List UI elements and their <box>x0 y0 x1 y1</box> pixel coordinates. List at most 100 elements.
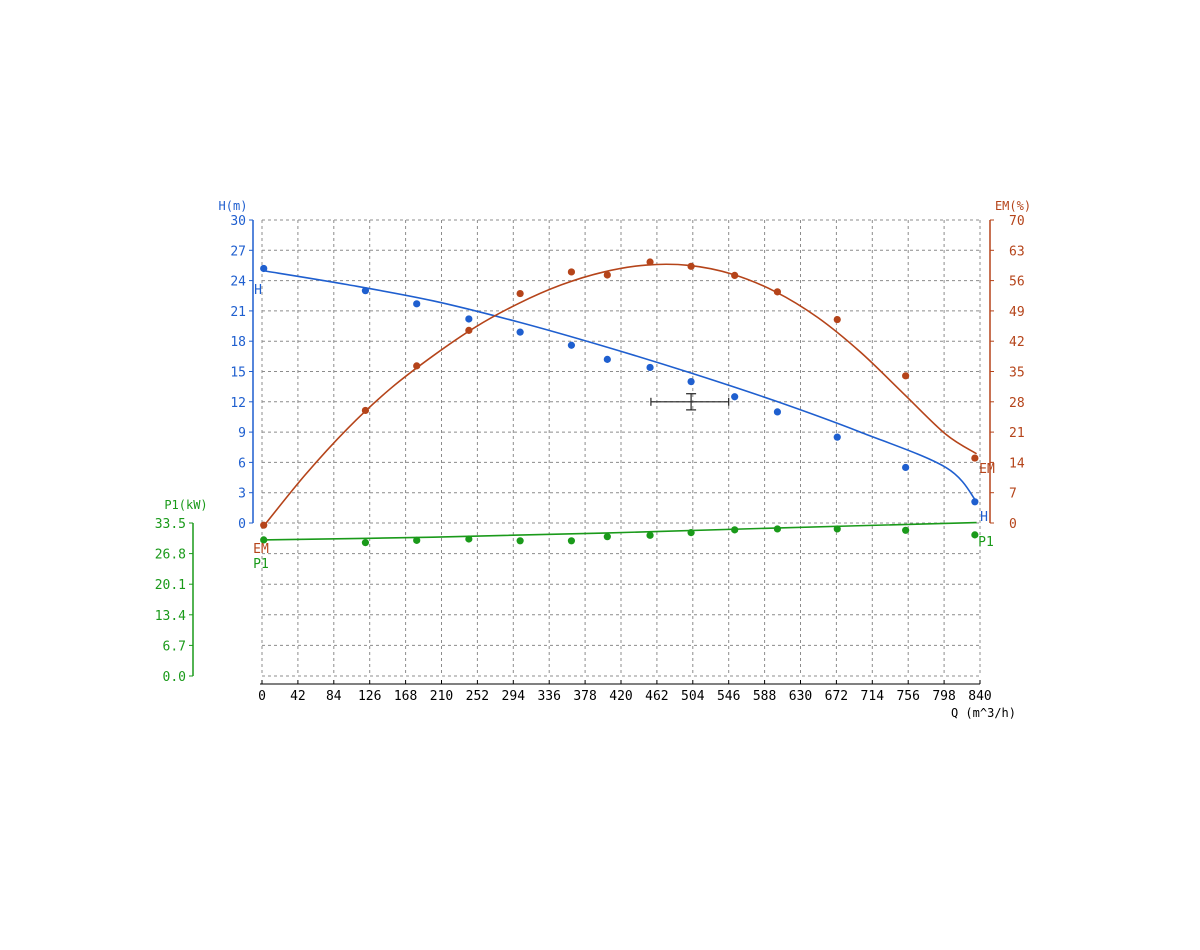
x-tick-label: 462 <box>645 689 668 704</box>
series-line-h <box>261 269 978 503</box>
data-point-p1 <box>361 539 370 547</box>
x-tick-label: 42 <box>290 689 306 704</box>
em-tick-label: 70 <box>1009 214 1025 229</box>
data-point-p1 <box>773 525 782 533</box>
data-point-em <box>902 372 910 380</box>
x-tick-label: 840 <box>968 689 991 704</box>
markers <box>260 258 979 547</box>
x-tick-label: 420 <box>609 689 632 704</box>
p1-tick-label: 0.0 <box>163 670 186 685</box>
data-point-em <box>731 271 739 280</box>
x-tick-label: 252 <box>466 689 489 704</box>
em-tick-label: 14 <box>1009 456 1025 471</box>
x-tick-label: 672 <box>825 689 848 704</box>
x-tick-label: 546 <box>717 689 740 704</box>
x-tick-label: 588 <box>753 689 776 704</box>
curve-label-em-end: EM <box>979 462 995 477</box>
data-point-em <box>773 288 782 296</box>
data-point-p1 <box>646 531 654 539</box>
h-tick-label: 21 <box>230 305 246 320</box>
data-point-p1 <box>971 531 979 539</box>
data-point-h <box>413 300 421 308</box>
curve-label-p1-end: P1 <box>978 535 994 550</box>
h-tick-label: 0 <box>238 517 246 532</box>
em-tick-label: 49 <box>1009 305 1025 320</box>
data-point-p1 <box>687 528 695 537</box>
data-point-em <box>833 315 841 324</box>
data-point-h <box>361 287 370 295</box>
curve-label-h-start: H <box>254 283 262 298</box>
data-point-h <box>773 408 782 416</box>
h-tick-label: 24 <box>230 275 246 290</box>
h-tick-label: 6 <box>238 456 246 471</box>
data-point-p1 <box>516 537 524 545</box>
data-point-em <box>361 406 370 415</box>
data-point-p1 <box>833 525 841 533</box>
x-tick-label: 84 <box>326 689 342 704</box>
p1-axis-label: P1(kW) <box>164 498 207 512</box>
grid <box>261 219 981 677</box>
x-tick-label: 378 <box>573 689 596 704</box>
data-point-em <box>465 326 473 334</box>
h-tick-label: 18 <box>230 335 246 350</box>
em-tick-label: 35 <box>1009 366 1025 381</box>
series-line-em <box>261 263 978 529</box>
h-tick-label: 9 <box>238 426 246 441</box>
data-point-em <box>260 521 268 529</box>
em-tick-label: 21 <box>1009 426 1025 441</box>
data-point-p1 <box>260 536 268 544</box>
data-point-h <box>567 341 576 349</box>
em-tick-label: 7 <box>1009 487 1017 502</box>
data-point-h <box>731 393 739 401</box>
data-point-em <box>567 268 576 276</box>
series-line-p1 <box>261 521 977 541</box>
em-axis-label: EM(%) <box>995 199 1031 213</box>
p1-tick-label: 6.7 <box>163 639 186 654</box>
data-point-h <box>902 463 910 472</box>
data-point-em <box>687 262 695 270</box>
data-point-em <box>516 289 524 298</box>
h-tick-label: 12 <box>230 396 246 411</box>
data-point-h <box>603 355 611 363</box>
data-point-h <box>465 315 473 323</box>
data-point-p1 <box>413 536 421 544</box>
data-point-h <box>516 328 524 336</box>
data-point-em <box>971 454 979 462</box>
data-point-p1 <box>465 535 473 543</box>
data-point-h <box>646 363 654 372</box>
p1-tick-label: 33.5 <box>155 517 186 532</box>
em-tick-label: 56 <box>1009 275 1025 290</box>
data-point-em <box>646 258 654 266</box>
curve-label-p1-start: P1 <box>253 557 269 572</box>
data-point-h <box>971 498 979 506</box>
p1-tick-label: 26.8 <box>155 548 186 563</box>
p1-tick-label: 20.1 <box>155 578 186 593</box>
x-tick-label: 756 <box>896 689 919 704</box>
p1-tick-label: 13.4 <box>155 609 186 624</box>
data-point-p1 <box>567 537 576 545</box>
x-axis-label: Q (m^3/h) <box>951 706 1016 720</box>
data-point-em <box>413 362 421 370</box>
curve-label-em-start: EM <box>253 542 269 557</box>
em-tick-label: 42 <box>1009 335 1025 350</box>
data-point-h <box>687 378 695 386</box>
h-tick-label: 15 <box>230 366 246 381</box>
data-point-p1 <box>603 533 611 541</box>
em-tick-label: 63 <box>1009 244 1025 259</box>
data-point-p1 <box>731 526 739 534</box>
x-tick-label: 630 <box>789 689 812 704</box>
em-tick-label: 0 <box>1009 517 1017 532</box>
x-tick-label: 714 <box>861 689 885 704</box>
data-point-h <box>260 264 268 273</box>
x-tick-label: 294 <box>502 689 526 704</box>
x-tick-label: 336 <box>537 689 560 704</box>
h-axis-label: H(m) <box>219 199 248 213</box>
x-tick-label: 210 <box>430 689 453 704</box>
x-tick-label: 0 <box>258 689 266 704</box>
data-point-p1 <box>902 526 910 534</box>
curves <box>261 263 978 541</box>
h-tick-label: 3 <box>238 487 246 502</box>
x-tick-label: 168 <box>394 689 417 704</box>
